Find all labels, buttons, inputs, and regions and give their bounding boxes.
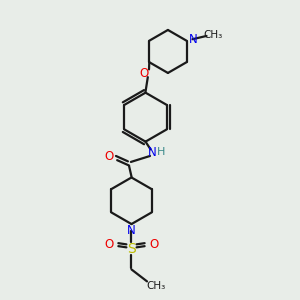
Text: O: O bbox=[104, 238, 113, 251]
Text: N: N bbox=[189, 33, 197, 46]
Text: N: N bbox=[127, 224, 136, 236]
Text: O: O bbox=[139, 67, 148, 80]
Text: CH₃: CH₃ bbox=[204, 30, 223, 40]
Text: S: S bbox=[127, 242, 136, 256]
Text: H: H bbox=[157, 147, 166, 158]
Text: O: O bbox=[105, 150, 114, 163]
Text: N: N bbox=[147, 146, 156, 159]
Text: O: O bbox=[150, 238, 159, 251]
Text: CH₃: CH₃ bbox=[146, 280, 166, 291]
